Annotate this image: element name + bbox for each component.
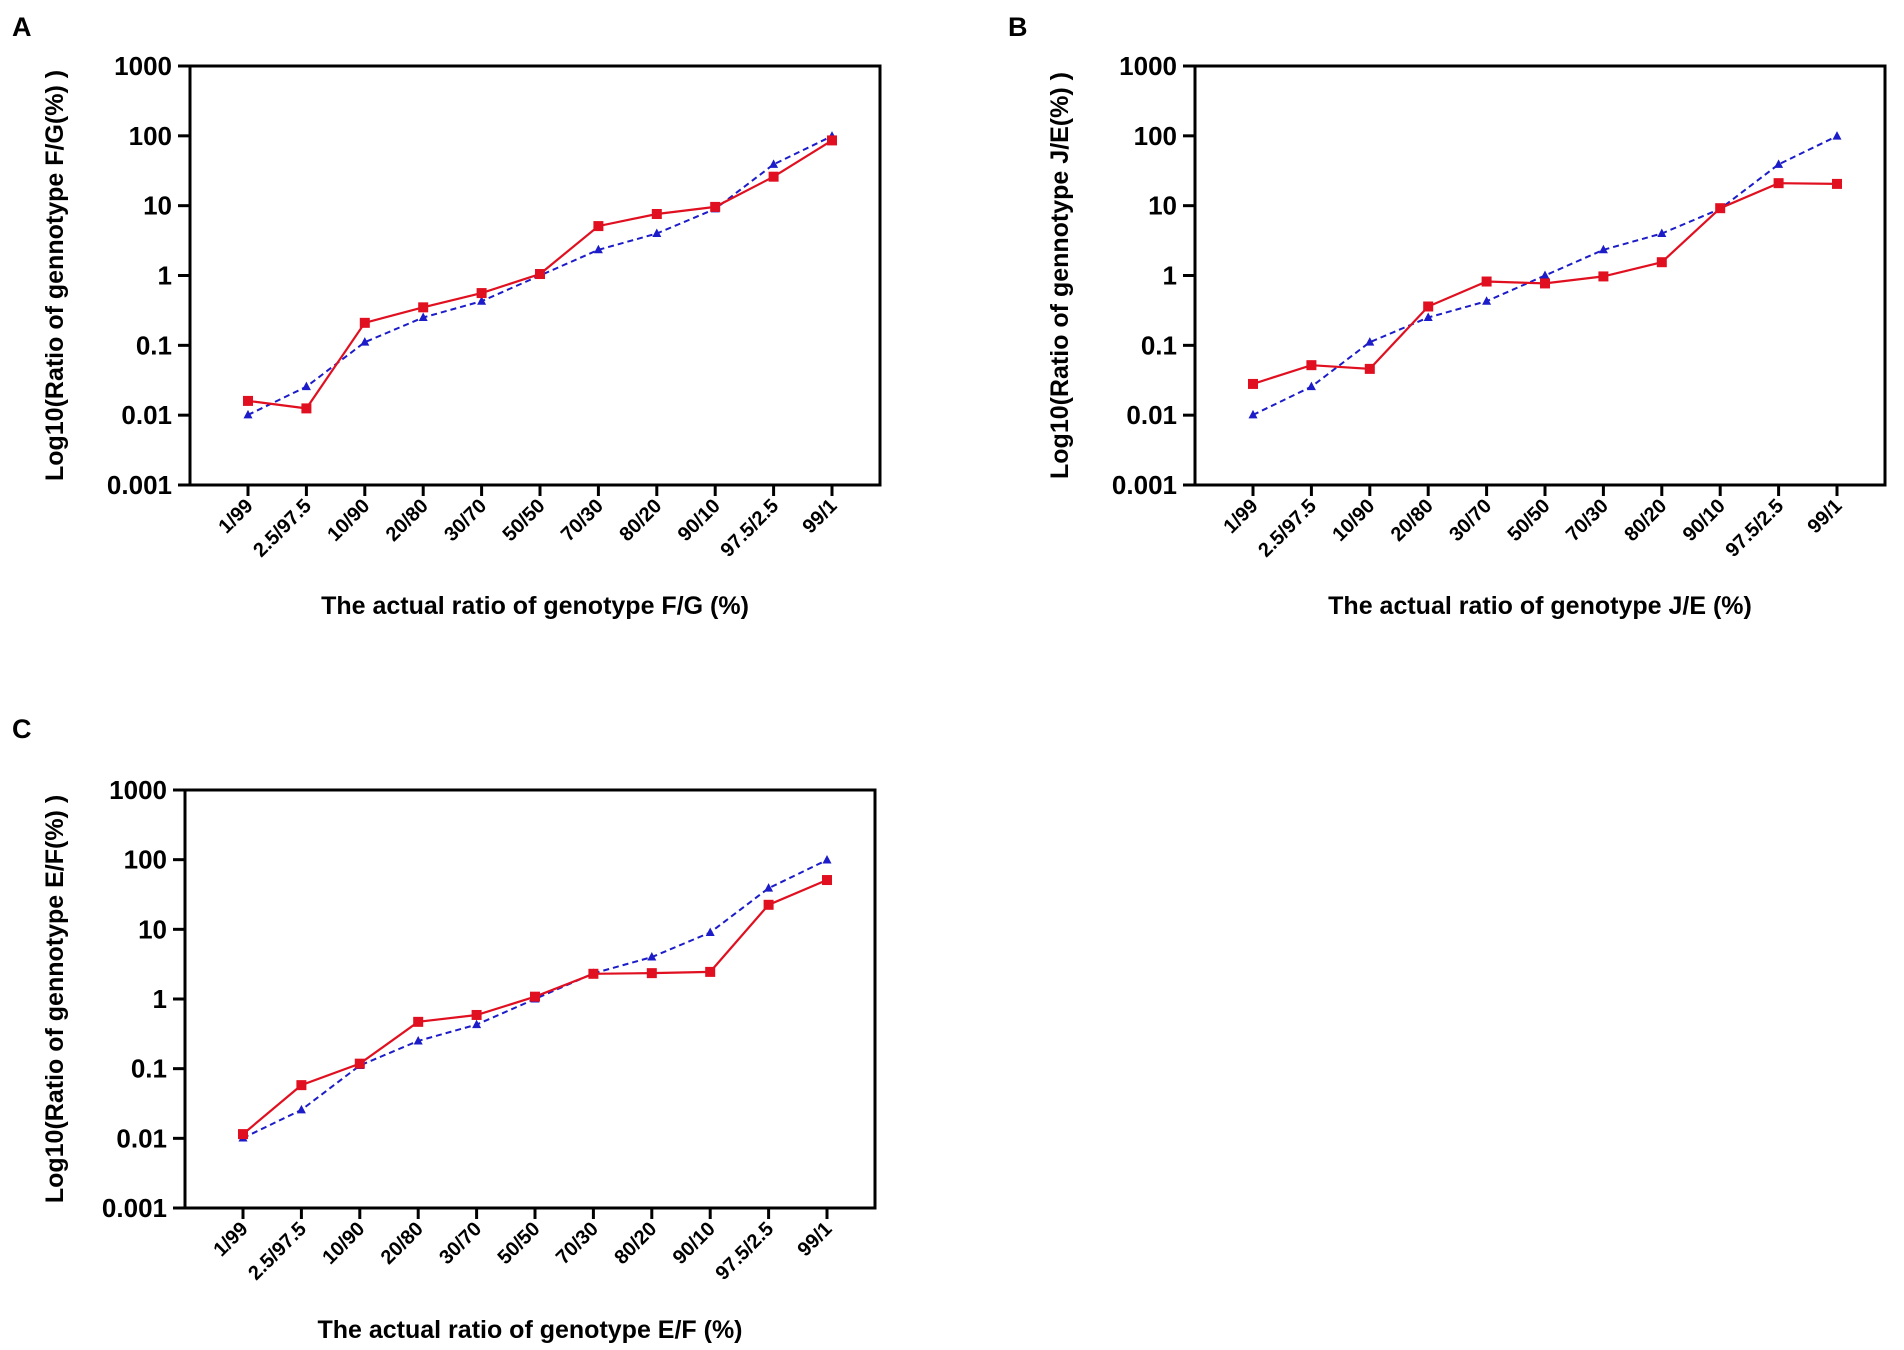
data-point-measured	[535, 269, 545, 280]
data-point-measured	[710, 201, 721, 212]
data-point-measured	[418, 302, 429, 313]
data-point-measured	[413, 1016, 424, 1027]
data-point-measured	[1306, 360, 1317, 371]
data-point-measured	[238, 1129, 248, 1140]
data-point-expected	[705, 927, 715, 937]
data-point-expected	[296, 1104, 306, 1114]
data-point-expected	[764, 883, 774, 892]
y-tick-label: 0.01	[116, 1123, 167, 1153]
data-point-expected	[243, 409, 253, 419]
data-point-expected	[593, 244, 603, 254]
data-point-expected	[1657, 228, 1667, 237]
y-axis-title: Log10(Ratio of gennotype E/F(%) )	[41, 795, 69, 1203]
data-point-expected	[1423, 312, 1433, 322]
data-point-expected	[652, 228, 662, 237]
y-tick-label: 0.1	[136, 330, 172, 360]
y-tick-label: 0.001	[102, 1193, 167, 1223]
data-point-measured	[1481, 276, 1492, 287]
y-tick-label: 10	[138, 914, 167, 944]
data-point-measured	[1364, 363, 1375, 374]
data-point-measured	[530, 991, 540, 1002]
data-point-measured	[296, 1080, 307, 1091]
data-point-expected	[822, 854, 832, 864]
y-tick-label: 1000	[1119, 51, 1177, 81]
data-point-measured	[768, 171, 779, 182]
series-line-expected	[1252, 135, 1838, 416]
data-point-measured	[1656, 257, 1667, 268]
series-line-expected	[247, 135, 833, 416]
data-point-expected	[1598, 244, 1608, 254]
panel-letter: A	[12, 12, 32, 42]
y-tick-label: 10	[143, 191, 172, 221]
y-tick-label: 0.01	[1126, 400, 1177, 430]
data-point-measured	[1423, 301, 1434, 312]
data-point-expected	[1365, 337, 1375, 346]
x-axis-title: The actual ratio of genotype J/E (%)	[1328, 592, 1752, 620]
data-point-measured	[827, 135, 837, 146]
data-point-expected	[413, 1035, 423, 1045]
data-point-measured	[1248, 378, 1258, 389]
y-tick-label: 1000	[109, 775, 167, 805]
data-point-expected	[472, 1019, 482, 1029]
data-point-measured	[1598, 271, 1609, 282]
data-point-measured	[359, 317, 370, 328]
x-axis-title: The actual ratio of genotype F/G (%)	[321, 592, 749, 620]
data-point-measured	[593, 221, 604, 232]
data-point-measured	[822, 875, 832, 886]
y-tick-label: 10	[1148, 191, 1177, 221]
y-tick-label: 100	[1134, 121, 1177, 151]
data-point-expected	[1540, 270, 1550, 279]
data-point-measured	[763, 899, 774, 910]
y-tick-label: 0.01	[121, 400, 172, 430]
data-point-measured	[354, 1058, 365, 1069]
panel-letter: C	[12, 714, 32, 744]
panel-letter: B	[1008, 12, 1028, 42]
data-point-expected	[1774, 159, 1784, 168]
data-point-measured	[1773, 178, 1784, 189]
y-tick-label: 100	[124, 845, 167, 875]
data-point-measured	[301, 403, 312, 414]
y-axis-title: Log10(Ratio of gennotype F/G(%) )	[41, 70, 69, 481]
data-point-expected	[418, 312, 428, 322]
data-point-measured	[588, 968, 599, 979]
data-point-measured	[651, 208, 662, 219]
data-point-expected	[477, 296, 487, 305]
data-point-measured	[705, 966, 716, 977]
x-axis-title: The actual ratio of genotype E/F (%)	[317, 1316, 742, 1344]
y-tick-label: 1	[1163, 261, 1177, 291]
data-point-expected	[769, 159, 779, 168]
data-point-measured	[646, 968, 657, 979]
y-tick-label: 1000	[114, 51, 172, 81]
y-tick-label: 0.1	[1141, 330, 1177, 360]
data-point-expected	[1482, 296, 1492, 305]
data-point-measured	[1715, 203, 1726, 214]
data-point-measured	[1540, 278, 1550, 289]
data-point-expected	[1248, 409, 1258, 419]
data-point-measured	[1832, 178, 1842, 189]
y-tick-label: 100	[129, 121, 172, 151]
y-tick-label: 0.001	[107, 470, 172, 500]
data-point-expected	[301, 381, 311, 391]
y-tick-label: 0.1	[131, 1054, 167, 1084]
data-point-expected	[1306, 381, 1316, 391]
data-point-measured	[476, 288, 487, 299]
data-point-expected	[647, 952, 657, 961]
y-axis-title: Log10(Ratio of gennotype J/E(%) )	[1046, 72, 1074, 479]
data-point-measured	[243, 395, 253, 406]
data-point-measured	[471, 1009, 482, 1020]
y-tick-label: 1	[153, 984, 167, 1014]
y-tick-label: 0.001	[1112, 470, 1177, 500]
data-point-expected	[1832, 131, 1842, 140]
data-point-expected	[360, 337, 370, 346]
y-tick-label: 1	[158, 261, 172, 291]
